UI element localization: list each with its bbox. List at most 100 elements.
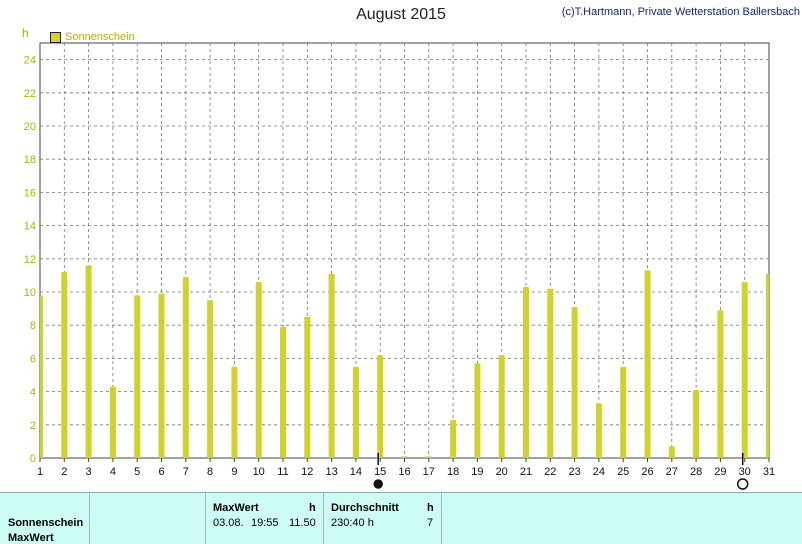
bar-sunshine bbox=[352, 366, 359, 458]
bar-sunshine bbox=[134, 295, 141, 458]
y-tick-label: 22 bbox=[24, 88, 36, 100]
y-tick-label: 2 bbox=[30, 420, 36, 432]
row-label-sunshine: Sonnenschein bbox=[8, 517, 84, 529]
max-value-header: MaxWert bbox=[213, 502, 259, 514]
bar-sunshine bbox=[595, 403, 602, 458]
x-tick-label: 23 bbox=[568, 466, 580, 478]
bar-sunshine bbox=[61, 272, 68, 458]
x-tick-label: 20 bbox=[496, 466, 508, 478]
x-tick-label: 6 bbox=[158, 466, 164, 478]
bar-sunshine bbox=[377, 355, 384, 458]
bar-sunshine bbox=[280, 326, 286, 458]
row-label-maxwert: MaxWert bbox=[8, 532, 54, 544]
y-tick-label: 12 bbox=[24, 254, 36, 266]
bar-sunshine bbox=[571, 306, 578, 458]
bar-sunshine bbox=[109, 386, 116, 458]
bar-sunshine bbox=[255, 282, 262, 458]
y-tick-label: 0 bbox=[30, 453, 36, 465]
chart-title: August 2015 bbox=[356, 6, 446, 23]
x-tick-label: 11 bbox=[277, 466, 288, 478]
bar-sunshine bbox=[766, 273, 769, 458]
y-tick-label: 20 bbox=[24, 121, 36, 133]
average-header: Durchschnitt bbox=[331, 502, 399, 514]
x-tick-label: 25 bbox=[617, 466, 629, 478]
x-tick-label: 12 bbox=[301, 466, 313, 478]
bar-sunshine bbox=[85, 265, 92, 458]
average-unit: h bbox=[427, 502, 434, 514]
bar-sunshine bbox=[717, 310, 724, 458]
new-moon-icon bbox=[373, 479, 383, 489]
full-moon-icon bbox=[736, 478, 749, 490]
x-tick-label: 28 bbox=[690, 466, 702, 478]
x-tick-label: 14 bbox=[350, 466, 362, 478]
bar-sunshine bbox=[644, 270, 651, 458]
bar-sunshine bbox=[40, 295, 43, 458]
bar-sunshine bbox=[425, 456, 432, 458]
legend-swatch bbox=[50, 31, 61, 43]
y-tick-label: 8 bbox=[30, 320, 36, 332]
y-axis-unit: h bbox=[22, 26, 29, 40]
max-value-date: 03.08. bbox=[213, 517, 244, 529]
bar-sunshine bbox=[207, 300, 214, 458]
x-tick-label: 30 bbox=[739, 466, 751, 478]
y-tick-label: 10 bbox=[24, 287, 36, 299]
x-tick-label: 4 bbox=[110, 466, 116, 478]
x-tick-label: 27 bbox=[666, 466, 678, 478]
x-tick-label: 26 bbox=[641, 466, 653, 478]
average-column: Durchschnitt h 230:40 h 7 bbox=[323, 493, 442, 544]
credit-label: (c)T.Hartmann, Private Wetterstation Bal… bbox=[561, 6, 800, 18]
bar-sunshine bbox=[523, 287, 529, 458]
x-tick-label: 3 bbox=[86, 466, 92, 478]
bar-sunshine bbox=[474, 363, 481, 458]
bar-sunshine bbox=[498, 355, 505, 458]
bar-sunshine bbox=[328, 273, 335, 458]
row-label-column: Sonnenschein MaxWert bbox=[0, 493, 90, 544]
x-tick-label: 2 bbox=[61, 466, 67, 478]
x-axis-ticks: 1 2 3 4 5 6 7 8 9 10 11 12 13 14 15 16 17 18 19 20 21 22 23 24 2… bbox=[37, 458, 775, 478]
x-tick-label: 19 bbox=[471, 466, 483, 478]
x-tick-label: 9 bbox=[231, 466, 237, 478]
x-tick-label: 8 bbox=[207, 466, 213, 478]
y-tick-label: 6 bbox=[30, 353, 36, 365]
x-tick-label: 31 bbox=[763, 466, 775, 478]
chart-legend: Sonnenschein bbox=[50, 31, 135, 43]
average-value: 7 bbox=[427, 517, 434, 529]
x-tick-label: 16 bbox=[398, 466, 410, 478]
x-tick-label: 17 bbox=[423, 466, 435, 478]
x-tick-label: 21 bbox=[520, 466, 532, 478]
max-value-time: 19:55 bbox=[251, 517, 279, 529]
summary-table: Sonnenschein MaxWert MaxWert h 03.08. 19… bbox=[0, 492, 802, 544]
bar-sunshine bbox=[693, 389, 700, 458]
x-tick-label: 18 bbox=[447, 466, 459, 478]
legend-label: Sonnenschein bbox=[65, 31, 135, 43]
chart-grid bbox=[39, 42, 770, 459]
bar-sunshine bbox=[304, 316, 311, 458]
bar-sunshine bbox=[668, 446, 675, 458]
x-tick-label: 1 bbox=[37, 466, 43, 478]
y-tick-label: 16 bbox=[24, 187, 36, 199]
x-tick-label: 13 bbox=[325, 466, 337, 478]
x-tick-label: 15 bbox=[374, 466, 386, 478]
x-tick-label: 29 bbox=[714, 466, 726, 478]
y-tick-label: 24 bbox=[24, 55, 36, 67]
x-tick-label: 24 bbox=[593, 466, 605, 478]
bar-sunshine bbox=[620, 366, 627, 458]
x-tick-label: 7 bbox=[183, 466, 189, 478]
spacer-column bbox=[89, 493, 206, 544]
average-total: 230:40 h bbox=[331, 517, 374, 529]
bar-sunshine bbox=[182, 277, 189, 458]
bar-sunshine bbox=[547, 288, 554, 458]
x-tick-label: 5 bbox=[134, 466, 140, 478]
x-tick-label: 10 bbox=[253, 466, 265, 478]
moon-phase-markers bbox=[373, 453, 749, 490]
max-value-unit: h bbox=[309, 502, 316, 514]
y-tick-label: 14 bbox=[24, 221, 36, 233]
bar-sunshine bbox=[741, 282, 748, 458]
x-tick-label: 22 bbox=[544, 466, 556, 478]
bar-sunshine bbox=[450, 419, 457, 458]
y-tick-label: 18 bbox=[24, 154, 36, 166]
max-value-number: 11.50 bbox=[289, 517, 316, 529]
max-value-column: MaxWert h 03.08. 19:55 11.50 bbox=[205, 493, 324, 544]
